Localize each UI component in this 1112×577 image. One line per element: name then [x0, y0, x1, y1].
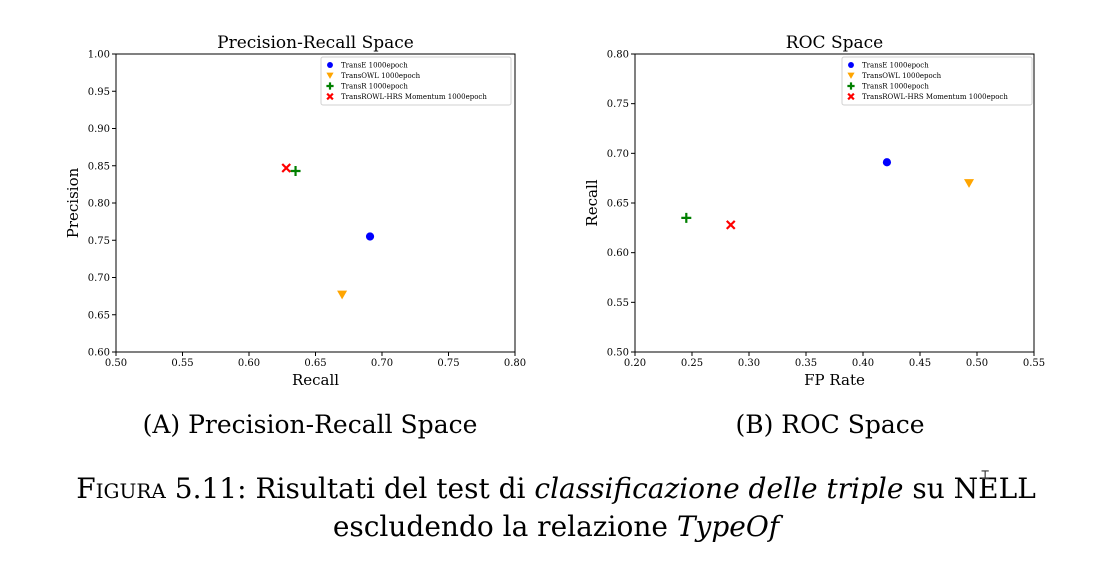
data-point	[882, 158, 892, 167]
x-tick-label: 0.50	[105, 358, 127, 369]
y-axis-label: Precision	[64, 167, 82, 238]
y-tick-label: 1.00	[88, 50, 110, 61]
legend-box	[320, 56, 512, 106]
legend-marker	[327, 62, 333, 68]
legend-marker	[847, 72, 855, 79]
data-point	[725, 220, 736, 230]
caption-part4: escludendo la relazione	[332, 510, 668, 543]
y-tick-label: 0.80	[88, 199, 110, 210]
precision-recall-chart: Precision-Recall Space 0.50 0.55 0.60 0.65 0.…	[64, 33, 526, 389]
legend-label: TransE 1000epoch	[862, 62, 929, 70]
y-tick-label: 0.80	[607, 50, 629, 61]
x-tick-label: 0.60	[238, 358, 260, 369]
data-point	[964, 179, 975, 188]
subcaption-a-text: Precision-Recall Space	[188, 410, 478, 439]
x-tick-label: 0.40	[852, 358, 874, 369]
x-tick-label: 0.30	[738, 358, 760, 369]
legend-label: TransROWL-HRS Momentum 1000epoch	[341, 93, 487, 101]
x-tick-label: 0.80	[504, 358, 526, 369]
y-tick-label: 0.65	[607, 199, 629, 210]
data-point	[337, 290, 348, 300]
y-tick-label: 0.50	[607, 348, 629, 359]
y-tick-label: 0.90	[88, 124, 110, 135]
text-cursor-icon: ⌶	[981, 467, 990, 483]
y-tick-label: 0.85	[88, 161, 110, 172]
y-tick-label: 0.55	[607, 298, 629, 309]
y-axis-label: Recall	[583, 179, 601, 226]
figure-caption: Figura 5.11: Risultati del test di class…	[20, 470, 1092, 546]
chart-title: Precision-Recall Space	[217, 33, 414, 53]
caption-part2: classificazione delle triple	[534, 472, 904, 505]
legend-box	[841, 56, 1033, 106]
legend-label: TransOWL 1000epoch	[862, 72, 942, 80]
x-axis-label: FP Rate	[804, 371, 865, 389]
x-tick-label: 0.75	[437, 358, 459, 369]
x-tick-label: 0.25	[681, 358, 703, 369]
subcaption-b: (B) ROC Space	[630, 410, 1030, 439]
x-tick-label: 0.55	[171, 358, 193, 369]
y-tick-label: 0.75	[88, 236, 110, 247]
caption-part5: TypeOf	[676, 510, 780, 543]
x-tick-label: 0.20	[624, 358, 646, 369]
chart-title: ROC Space	[786, 33, 883, 53]
data-point	[290, 165, 301, 176]
y-tick-label: 0.60	[88, 348, 110, 359]
legend-label: TransE 1000epoch	[341, 62, 408, 70]
subcaption-a-label: (A)	[142, 410, 181, 439]
roc-chart: ROC Space 0.20 0.25 0.30 0.35 0.40 0.45 0.50 0.5…	[583, 33, 1045, 389]
y-tick-label: 0.60	[607, 248, 629, 259]
data-point	[365, 232, 375, 241]
x-tick-label: 0.45	[909, 358, 931, 369]
data-point	[281, 163, 292, 173]
data-point	[681, 212, 692, 223]
y-tick-label: 0.95	[88, 87, 110, 98]
subcaption-a: (A) Precision-Recall Space	[110, 410, 510, 439]
x-tick-label: 0.65	[304, 358, 326, 369]
legend-marker	[326, 92, 334, 101]
x-tick-label: 0.50	[966, 358, 988, 369]
y-tick-label: 0.70	[88, 273, 110, 284]
y-tick-label: 0.75	[607, 99, 629, 110]
subcaption-b-text: ROC Space	[781, 410, 925, 439]
caption-part1: Risultati del test di	[255, 472, 526, 505]
subcaption-b-label: (B)	[735, 410, 774, 439]
legend-marker	[848, 62, 854, 68]
legend-marker	[326, 82, 334, 90]
legend-marker	[847, 92, 855, 101]
x-tick-label: 0.70	[371, 358, 393, 369]
figure-label: Figura 5.11:	[76, 472, 247, 505]
legend-label: TransROWL-HRS Momentum 1000epoch	[862, 93, 1008, 101]
legend-marker	[847, 82, 855, 90]
x-tick-label: 0.55	[1023, 358, 1045, 369]
legend-label: TransR 1000epoch	[341, 83, 408, 91]
x-tick-label: 0.35	[795, 358, 817, 369]
y-tick-label: 0.70	[607, 149, 629, 160]
y-tick-label: 0.65	[88, 310, 110, 321]
x-axis-label: Recall	[292, 371, 339, 389]
caption-part3: su NELL	[912, 472, 1036, 505]
legend-label: TransOWL 1000epoch	[341, 72, 421, 80]
legend-label: TransR 1000epoch	[862, 83, 929, 91]
legend-marker	[326, 72, 334, 79]
